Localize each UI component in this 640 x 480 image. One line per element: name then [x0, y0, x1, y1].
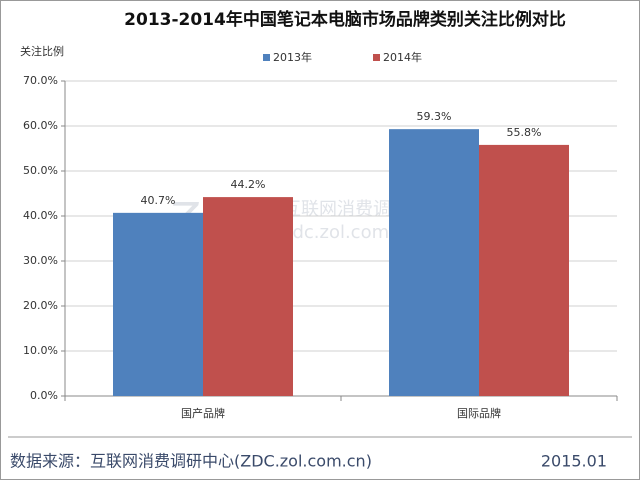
value-label: 55.8% — [507, 126, 542, 139]
y-tick-label: 60.0% — [23, 119, 58, 132]
y-tick-label: 10.0% — [23, 344, 58, 357]
source: 数据来源：互联网消费调研中心(ZDC.zol.com.cn) — [10, 452, 372, 471]
value-label: 44.2% — [231, 178, 266, 191]
y-tick-label: 40.0% — [23, 209, 58, 222]
legend-swatch — [263, 54, 270, 61]
y-tick-label: 50.0% — [23, 164, 58, 177]
bar — [203, 197, 293, 396]
bar — [113, 212, 203, 396]
y-axis-label: 关注比例 — [20, 44, 64, 58]
y-tick-label: 30.0% — [23, 254, 58, 267]
legend-label: 2013年 — [273, 50, 312, 64]
value-label: 59.3% — [417, 110, 452, 123]
chart-title: 2013-2014年中国笔记本电脑市场品牌类别关注比例对比 — [124, 9, 566, 30]
bar — [389, 129, 479, 396]
y-tick-label: 70.0% — [23, 74, 58, 87]
legend-swatch — [373, 54, 380, 61]
x-tick-label: 国产品牌 — [181, 406, 225, 420]
bar — [479, 144, 569, 396]
watermark: zdc.zol.com.cn — [283, 222, 416, 243]
x-tick-label: 国际品牌 — [457, 406, 501, 420]
legend-label: 2014年 — [383, 50, 422, 64]
y-tick-label: 20.0% — [23, 299, 58, 312]
value-label: 40.7% — [141, 194, 176, 207]
y-tick-label: 0.0% — [30, 389, 58, 402]
date: 2015.01 — [541, 452, 607, 471]
